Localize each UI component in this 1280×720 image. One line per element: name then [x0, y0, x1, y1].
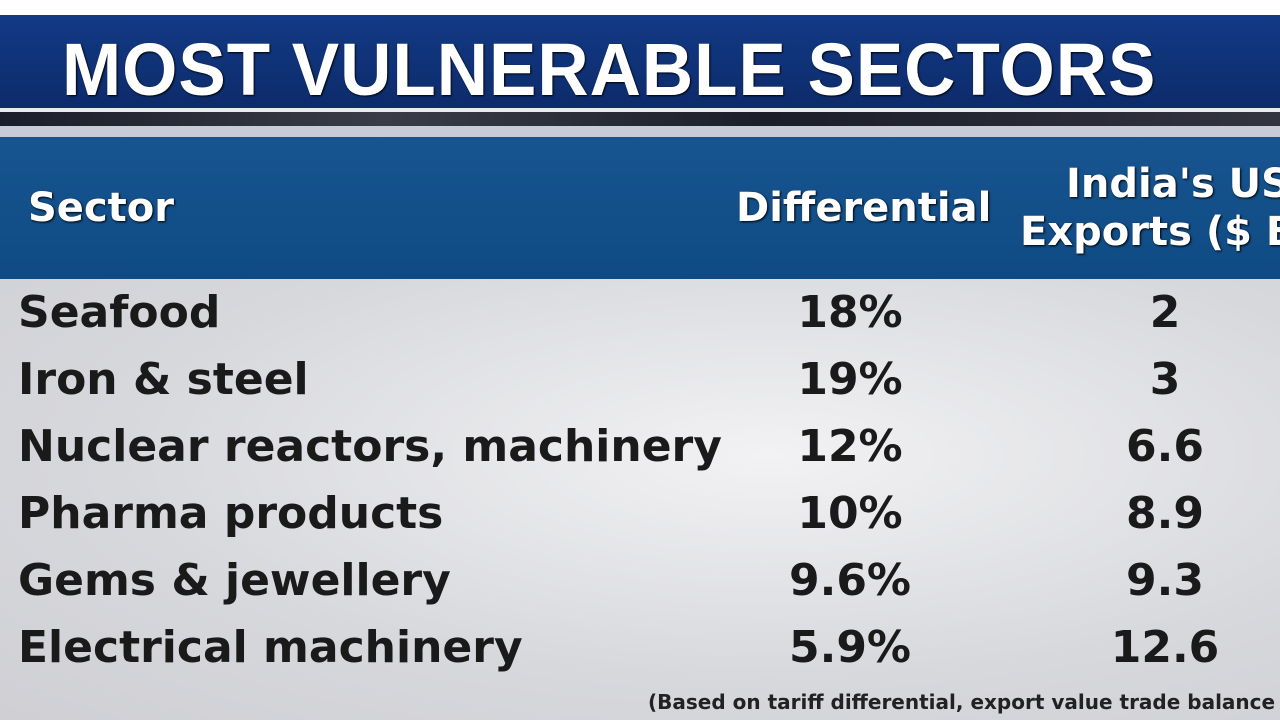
differential-cell: 12% [797, 421, 903, 472]
sector-cell: Iron & steel [18, 354, 309, 405]
sector-cell: Electrical machinery [18, 622, 523, 673]
table-body [0, 279, 1280, 720]
exports-cell: 2 [1149, 287, 1181, 338]
divider [0, 108, 1280, 112]
exports-cell: 8.9 [1126, 488, 1204, 539]
sector-cell: Seafood [18, 287, 221, 338]
table-row: Iron & steel 19% 3 [0, 347, 1280, 414]
exports-cell: 6.6 [1126, 421, 1204, 472]
differential-cell: 18% [797, 287, 903, 338]
differential-cell: 10% [797, 488, 903, 539]
table-header: Sector Differential India's US Exports (… [0, 137, 1280, 279]
table-row: Gems & jewellery 9.6% 9.3 [0, 548, 1280, 615]
exports-cell: 12.6 [1110, 622, 1220, 673]
differential-cell: 5.9% [788, 622, 912, 673]
exports-cell: 3 [1149, 354, 1181, 405]
title-bar: MOST VULNERABLE SECTORS [0, 15, 1280, 111]
differential-cell: 19% [797, 354, 903, 405]
differential-cell: 9.6% [788, 555, 912, 606]
column-header-exports-line2: Exports ($ Bn [1020, 209, 1280, 255]
table-row: Nuclear reactors, machinery 12% 6.6 [0, 414, 1280, 481]
column-header-differential: Differential [736, 185, 992, 231]
footnote: (Based on tariff differential, export va… [648, 690, 1276, 714]
column-header-sector: Sector [28, 185, 174, 231]
table-row: Seafood 18% 2 [0, 280, 1280, 347]
decorative-strip [0, 126, 1280, 137]
table-row: Pharma products 10% 8.9 [0, 481, 1280, 548]
table-row: Electrical machinery 5.9% 12.6 [0, 615, 1280, 682]
column-header-exports-line1: India's US [1066, 161, 1280, 207]
sector-cell: Gems & jewellery [18, 555, 451, 606]
decorative-strip [0, 112, 1280, 126]
exports-cell: 9.3 [1126, 555, 1204, 606]
sector-cell: Pharma products [18, 488, 444, 539]
page-title: MOST VULNERABLE SECTORS [62, 28, 1157, 111]
sector-cell: Nuclear reactors, machinery [18, 421, 722, 472]
